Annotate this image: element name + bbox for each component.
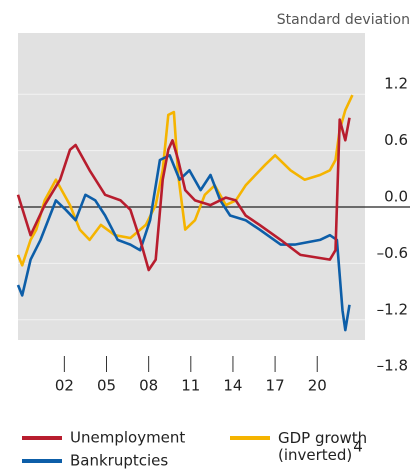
legend-label: Unemployment (70, 429, 185, 447)
legend-note: 4 (353, 438, 363, 456)
y-tick-label: –0.6 (377, 244, 408, 262)
legend-label: GDP growth (inverted) (278, 429, 367, 464)
x-tick-label: 14 (223, 377, 242, 395)
x-tick-label: 02 (55, 377, 74, 395)
x-tick-label: 08 (139, 377, 158, 395)
x-tick-label: 11 (181, 377, 200, 395)
legend-label-line: GDP growth (278, 429, 367, 447)
x-tick-label: 17 (266, 377, 285, 395)
x-tick-label: 05 (97, 377, 116, 395)
legend-label-group: GDP growth (inverted) 4 (278, 429, 367, 464)
legend-label: Bankruptcies (70, 452, 168, 470)
series-line (16, 94, 354, 267)
y-tick-label: 0.6 (384, 131, 408, 149)
legend-label-line: (inverted) (278, 446, 352, 464)
y-tick-label: 1.2 (384, 75, 408, 93)
series-line (16, 154, 351, 332)
x-tick-label: 20 (308, 377, 327, 395)
chart-subtitle: Standard deviation (277, 12, 410, 28)
y-tick-label: –1.2 (377, 300, 408, 318)
series-line (16, 117, 351, 272)
y-tick-label: 0.0 (384, 188, 408, 206)
y-tick-label: –1.8 (377, 357, 408, 375)
plot-background (18, 33, 365, 340)
